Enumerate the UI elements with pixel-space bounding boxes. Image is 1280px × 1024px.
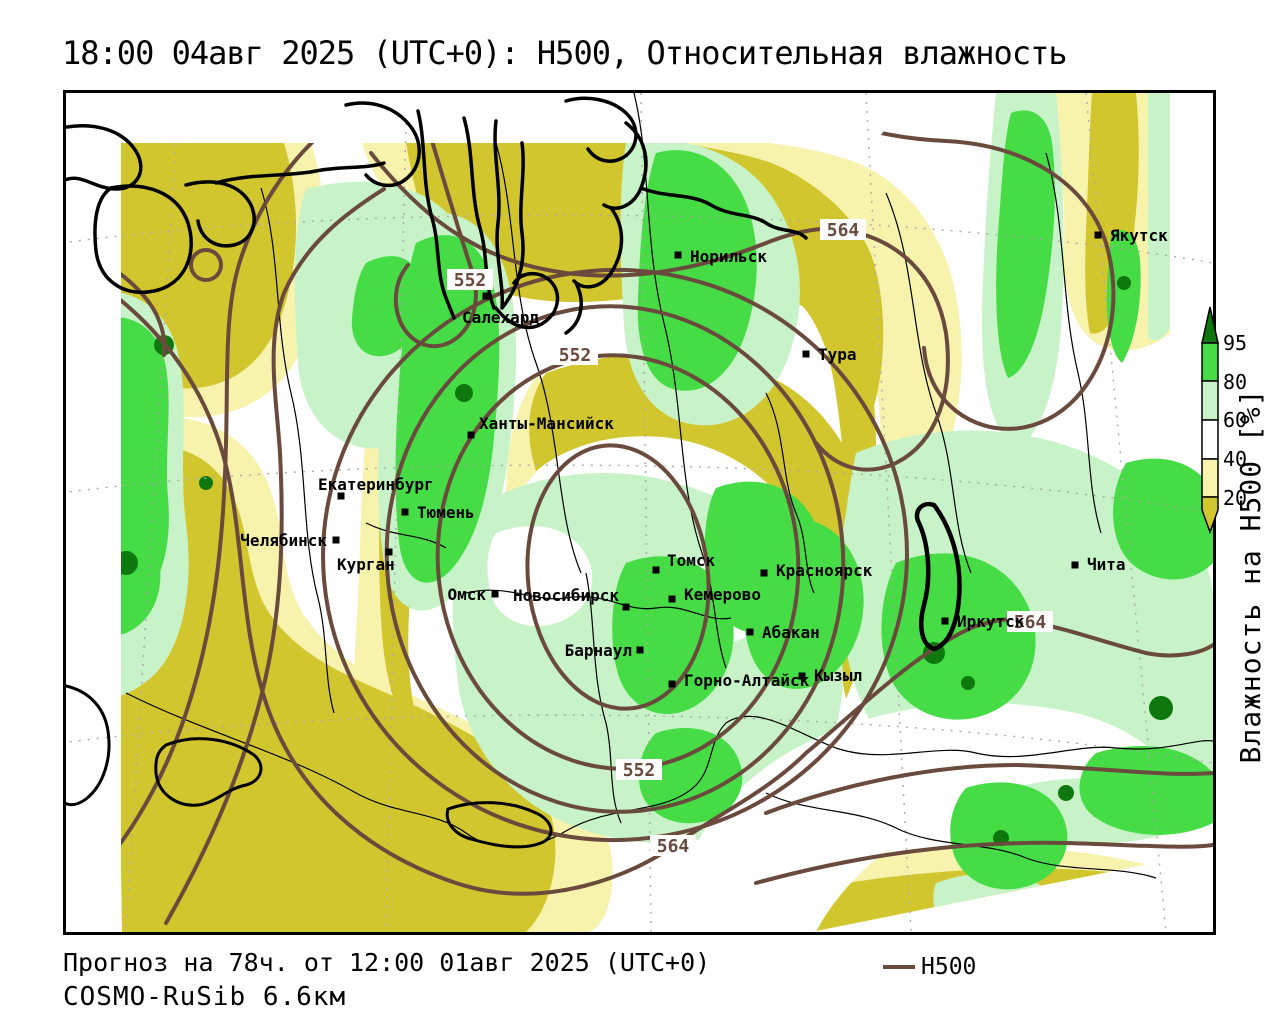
city-dot [491, 590, 499, 598]
city-label: Новосибирск [513, 586, 619, 605]
city-label: Тюмень [417, 503, 475, 522]
colorbar-tick: 95 [1223, 331, 1247, 355]
city-dot [668, 595, 676, 603]
city-dot [668, 680, 676, 688]
h500-legend-line [883, 965, 915, 969]
contour-label-box [616, 759, 662, 780]
city-label: Кемерово [684, 585, 761, 604]
city-label: Барнаул [565, 641, 632, 660]
colorbar-tick: 60 [1223, 408, 1247, 432]
city-dot [332, 536, 340, 544]
city-dot [482, 292, 490, 300]
colorbar-arrow-top [1201, 306, 1219, 344]
legend: H500 [883, 952, 976, 982]
forecast-info: Прогноз на 78ч. от 12:00 01авг 2025 (UTC… [63, 948, 711, 977]
contour-label-box [1007, 611, 1053, 632]
city-label: Челябинск [240, 531, 327, 550]
graticule [66, 93, 1213, 932]
humidity-field [121, 93, 1213, 932]
contour-label: 564 [827, 220, 860, 241]
city-label: Абакан [762, 623, 820, 642]
city-dot [636, 646, 644, 654]
city-dot [1071, 561, 1079, 569]
colorbar-tick: 40 [1223, 447, 1247, 471]
city-label: Курган [337, 555, 395, 574]
colorbar-ticks: 95 80 60 40 20 [1223, 331, 1247, 510]
city-label: Томск [667, 551, 716, 570]
model-info: COSMO-RuSib 6.6км [63, 982, 347, 1012]
colorbar-axis-label: Влажность на H500 [%] [1234, 388, 1267, 763]
city-dot [941, 617, 949, 625]
colorbar-tick: 20 [1223, 486, 1247, 510]
city-label: Ханты-Мансийск [479, 414, 614, 433]
contour-label-box [447, 269, 493, 290]
coastlines [66, 96, 962, 849]
city-markers: Норильск Якутск Салехард Тура Ханты-Мансийск… [240, 226, 1168, 690]
city-label: Омск [447, 585, 486, 604]
contour-label: 552 [454, 270, 487, 291]
contour-label: 564 [657, 836, 690, 857]
city-dot [337, 492, 345, 500]
contour-label: 552 [623, 760, 656, 781]
forecast-map: 552 552 564 552 564 564 Норильск Якутск Салехар… [66, 93, 1213, 932]
city-dot [746, 628, 754, 636]
city-dot [802, 350, 810, 358]
city-label: Кызыл [814, 666, 862, 685]
city-label: Чита [1087, 555, 1126, 574]
city-label: Екатеринбург [318, 475, 434, 494]
city-label: Иркутск [957, 612, 1025, 631]
city-dot [622, 603, 630, 611]
contour-label-box [552, 344, 598, 365]
city-label: Тура [818, 345, 857, 364]
contour-label-box [820, 219, 866, 240]
city-dot [467, 431, 475, 439]
colorbar-arrow-bottom [1201, 496, 1219, 535]
city-dot [385, 548, 393, 556]
contour-label: 564 [1014, 612, 1047, 633]
city-label: Норильск [690, 247, 767, 266]
city-dot [1094, 231, 1102, 239]
city-dot [798, 672, 806, 680]
city-label: Салехард [462, 308, 539, 327]
map-frame: 552 552 564 552 564 564 Норильск Якутск Салехар… [63, 90, 1216, 935]
city-label: Якутск [1110, 226, 1168, 245]
h500-legend-label: H500 [921, 954, 977, 980]
city-label: Горно-Алтайск [684, 671, 810, 690]
page-title: 18:00 04авг 2025 (UTC+0): H500, Относите… [62, 34, 1068, 72]
humidity-colorbar: 95 80 60 40 20 Влажность на H500 [%] [1201, 306, 1267, 764]
city-dot [652, 566, 660, 574]
city-dot [401, 508, 409, 516]
contour-labels-layer: 552 552 564 552 564 564 [447, 219, 1053, 857]
dark-green-spots [121, 276, 1173, 846]
city-label: Красноярск [776, 561, 873, 580]
city-dot [674, 251, 682, 259]
contour-label-box [650, 835, 696, 856]
colorbar-tick: 80 [1223, 370, 1247, 394]
contour-label: 552 [559, 345, 592, 366]
city-dot [760, 569, 768, 577]
